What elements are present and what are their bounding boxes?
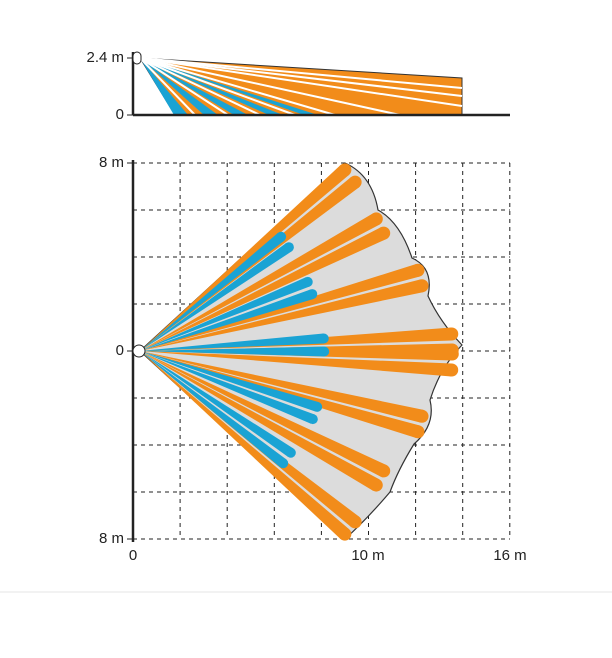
beam-tip	[377, 464, 391, 478]
beam-tip	[278, 458, 289, 469]
beam	[140, 351, 387, 477]
y-label: 8 m	[99, 154, 124, 171]
side-beam	[140, 58, 283, 115]
x-label: 0	[129, 547, 137, 564]
side-stripe	[139, 57, 196, 116]
beam-tip	[348, 515, 362, 529]
side-beam	[140, 58, 318, 115]
beam-tip	[411, 263, 425, 277]
beam	[140, 279, 424, 351]
beam	[140, 243, 292, 351]
side-beam	[140, 58, 188, 115]
beam	[140, 289, 314, 351]
y-label: 2.4 m	[86, 49, 124, 66]
y-label: 8 m	[99, 530, 124, 547]
side-stripe	[139, 57, 401, 116]
beam-tip	[445, 327, 459, 341]
beam-tip	[312, 401, 323, 412]
beam-tip	[415, 409, 429, 423]
x-label: 10 m	[351, 547, 384, 564]
beam-tip	[318, 333, 329, 344]
beam-tip	[307, 414, 318, 425]
sensor	[132, 51, 142, 65]
beam	[140, 351, 287, 468]
beam-tip	[285, 447, 296, 458]
beam	[140, 351, 424, 423]
side-stripe	[139, 57, 463, 89]
beam-tip	[411, 425, 425, 439]
beam-tip	[348, 175, 362, 189]
x-label: 16 m	[493, 547, 526, 564]
beam-tip	[445, 363, 459, 377]
side-stripe	[139, 57, 296, 116]
beam	[140, 351, 315, 424]
beam	[140, 232, 285, 351]
beam	[140, 351, 380, 491]
beam-tip	[445, 347, 459, 361]
beam-tip	[369, 212, 383, 226]
side-beams	[139, 57, 463, 116]
beam-tip	[307, 289, 318, 300]
side-stripe	[139, 57, 463, 107]
beam	[140, 164, 350, 351]
beam-tip	[319, 346, 330, 357]
beam	[140, 351, 319, 412]
side-stripe	[139, 57, 229, 116]
beam-tip	[415, 279, 429, 293]
beam-tip	[338, 527, 352, 541]
side-beam	[140, 58, 218, 115]
side-stripe	[139, 57, 463, 97]
beam	[140, 277, 310, 351]
beam-tip	[369, 478, 383, 492]
beam	[140, 213, 380, 351]
beam	[140, 351, 350, 539]
sensor	[132, 344, 146, 358]
beams	[140, 163, 459, 541]
side-stripe	[139, 57, 261, 116]
beam	[140, 333, 325, 351]
side-view: 2.4 m 0	[86, 49, 510, 123]
side-stripe	[139, 57, 336, 116]
beam-tip	[377, 226, 391, 240]
y-label: 0	[116, 342, 124, 359]
beam-tip	[283, 242, 294, 253]
beam	[140, 351, 453, 377]
floor-view: 8 m 0 8 m 0 10 m 16 m	[99, 154, 527, 564]
beam-tip	[302, 276, 313, 287]
beam	[140, 346, 325, 357]
beam	[140, 351, 294, 457]
beam-tip	[276, 231, 287, 242]
side-beam	[140, 58, 248, 115]
beam	[140, 227, 387, 351]
y-label: 0	[116, 106, 124, 123]
beam-tip	[338, 163, 352, 177]
